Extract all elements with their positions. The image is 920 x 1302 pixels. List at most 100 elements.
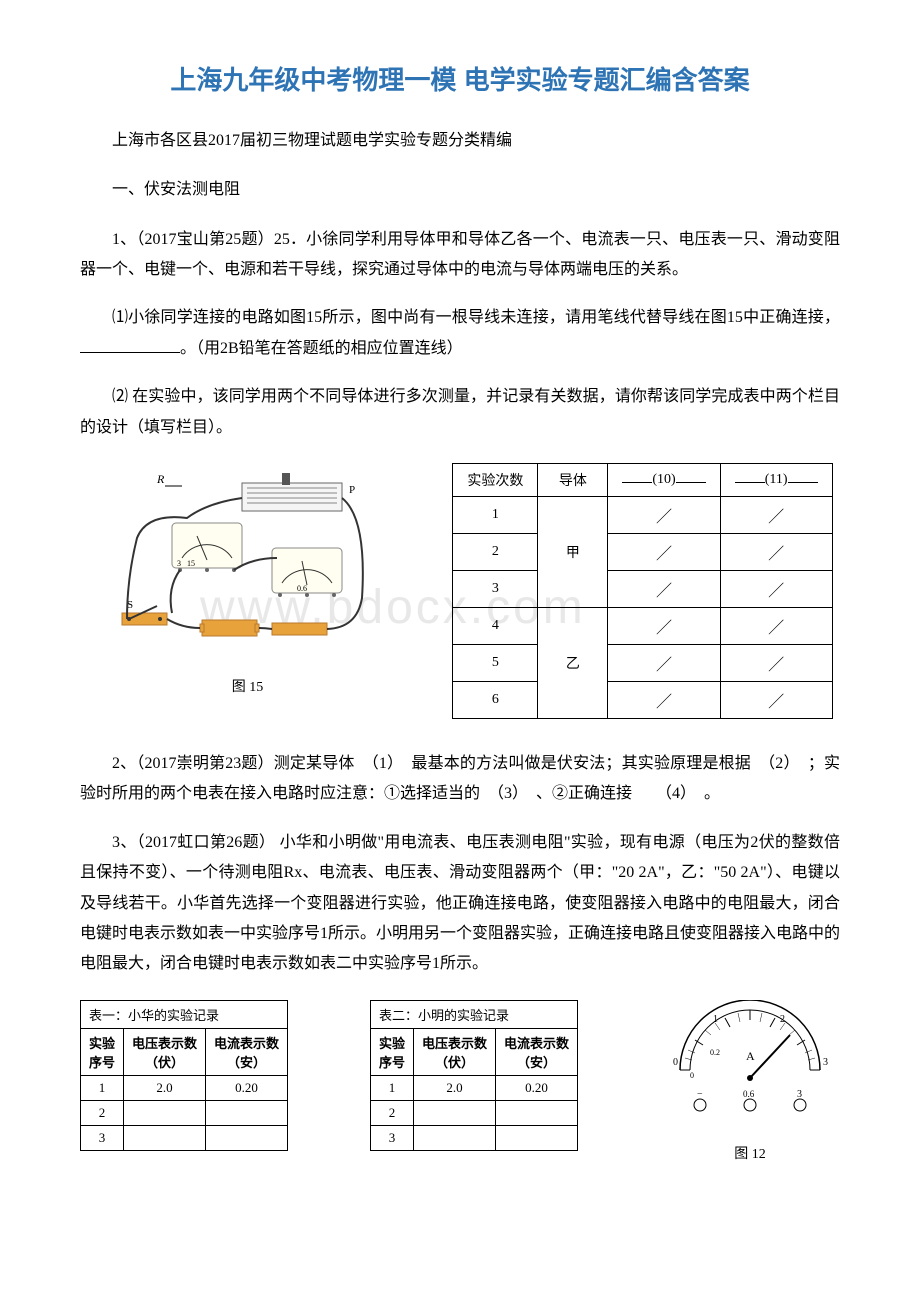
r-label: R [156, 472, 165, 486]
answer-blank [80, 337, 180, 353]
ammeter-unit: A [746, 1049, 755, 1063]
col-voltage: 电压表示数（伏） [414, 1028, 496, 1075]
cell-voltage [414, 1100, 496, 1125]
table-row: 1 2.0 0.20 [81, 1075, 288, 1100]
question-2: 2、（2017崇明第23题）测定某导体 （1） 最基本的方法叫做是伏安法；其实验… [80, 749, 840, 810]
question-1-intro: 1、（2017宝山第25题）25．小徐同学利用导体甲和导体乙各一个、电流表一只、… [80, 225, 840, 286]
question-1-sub2: ⑵ 在实验中，该同学用两个不同导体进行多次测量，并记录有关数据，请你帮该同学完成… [80, 382, 840, 443]
cell-num: 3 [81, 1125, 124, 1150]
header-col-2: 导体 [538, 463, 608, 496]
col-exp-num: 实验序号 [81, 1028, 124, 1075]
voltmeter [172, 523, 242, 568]
q1-sub1-suffix: 。（用2B铅笔在答题纸的相应位置连线） [180, 340, 463, 357]
ammeter-diagram-container: 0 1 2 3 0 0.2 A − 0.6 3 图 12 [660, 1000, 840, 1163]
cell-slash: ／ [608, 681, 720, 718]
terminal-06 [744, 1099, 756, 1111]
cell-num: 1 [371, 1075, 414, 1100]
table-row: 2 [371, 1100, 578, 1125]
col-voltage: 电压表示数（伏） [124, 1028, 206, 1075]
terminal-neg [694, 1099, 706, 1111]
q1-sub1-text: ⑴小徐同学连接的电路如图15所示，图中尚有一根导线未连接，请用笔线代替导线在图1… [112, 309, 840, 326]
header-col-3: (10) [608, 463, 720, 496]
header-col-4: (11) [720, 463, 832, 496]
cell-slash: ／ [608, 570, 720, 607]
cell-exp-num: 4 [453, 607, 538, 644]
terminal-3 [794, 1099, 806, 1111]
table-row: 2 ／ ／ [453, 533, 832, 570]
question-3: 3、（2017虹口第26题） 小华和小明做"用电流表、电压表测电阻"实验，现有电… [80, 828, 840, 980]
table-row: 3 ／ ／ [453, 570, 832, 607]
table-hua: 表一：小华的实验记录 实验序号 电压表示数（伏） 电流表示数（安） 1 2.0 … [80, 1000, 288, 1151]
table-header-row: 实验次数 导体 (10) (11) [453, 463, 832, 496]
cell-conductor-1: 甲 [538, 496, 608, 607]
circuit-diagram: P R 3 15 0.6 [87, 463, 407, 663]
ammeter [272, 548, 342, 593]
section-heading: 一、伏安法测电阻 [80, 176, 840, 205]
cell-voltage [124, 1100, 206, 1125]
tables-row: 表一：小华的实验记录 实验序号 电压表示数（伏） 电流表示数（安） 1 2.0 … [80, 1000, 840, 1163]
cell-slash: ／ [608, 496, 720, 533]
table-row: 1 2.0 0.20 [371, 1075, 578, 1100]
cell-slash: ／ [608, 533, 720, 570]
ammeter-needle [750, 1035, 790, 1078]
cell-slash: ／ [720, 607, 832, 644]
terminal-label-neg: − [697, 1089, 703, 1100]
table-header-row: 实验序号 电压表示数（伏） 电流表示数（安） [81, 1028, 288, 1075]
cell-num: 1 [81, 1075, 124, 1100]
cell-exp-num: 3 [453, 570, 538, 607]
ammeter-figure: 0 1 2 3 0 0.2 A − 0.6 3 [660, 1000, 840, 1130]
ammeter-scale: 0.6 [297, 584, 307, 593]
table-row: 5 ／ ／ [453, 644, 832, 681]
table-row: 3 [81, 1125, 288, 1150]
page-title: 上海九年级中考物理一模 电学实验专题汇编含答案 [80, 60, 840, 97]
figure-row-1: P R 3 15 0.6 [80, 463, 840, 719]
scale-1: 1 [713, 1014, 718, 1025]
cell-num: 2 [371, 1100, 414, 1125]
scale-2: 2 [780, 1014, 785, 1025]
subtitle: 上海市各区县2017届初三物理试题电学实验专题分类精编 [80, 127, 840, 156]
voltmeter-scale-3: 3 [177, 559, 181, 568]
table-row: 4 乙 ／ ／ [453, 607, 832, 644]
table-row: 2 [81, 1100, 288, 1125]
cell-slash: ／ [608, 644, 720, 681]
col-current: 电流表示数（安） [496, 1028, 578, 1075]
table-hua-title: 表一：小华的实验记录 [81, 1000, 288, 1028]
subscale-02: 0.2 [710, 1048, 720, 1057]
cell-current [206, 1125, 288, 1150]
table-row: 1 甲 ／ ／ [453, 496, 832, 533]
terminal-label-3: 3 [797, 1089, 802, 1100]
cell-current [496, 1100, 578, 1125]
question-1-sub1: ⑴小徐同学连接的电路如图15所示，图中尚有一根导线未连接，请用笔线代替导线在图1… [80, 303, 840, 364]
cell-voltage [124, 1125, 206, 1150]
cell-slash: ／ [720, 496, 832, 533]
col-current: 电流表示数（安） [206, 1028, 288, 1075]
header-col-1: 实验次数 [453, 463, 538, 496]
cell-exp-num: 2 [453, 533, 538, 570]
slider-handle [282, 473, 290, 485]
cell-slash: ／ [720, 681, 832, 718]
cell-current: 0.20 [496, 1075, 578, 1100]
cell-slash: ／ [720, 644, 832, 681]
cell-exp-num: 6 [453, 681, 538, 718]
p-label: P [349, 484, 355, 496]
cell-exp-num: 5 [453, 644, 538, 681]
cell-voltage [414, 1125, 496, 1150]
table-ming: 表二：小明的实验记录 实验序号 电压表示数（伏） 电流表示数（安） 1 2.0 … [370, 1000, 578, 1151]
cell-voltage: 2.0 [414, 1075, 496, 1100]
battery [202, 620, 257, 636]
cell-slash: ／ [720, 570, 832, 607]
header-col-4-label: (11) [765, 472, 788, 487]
table-header-row: 实验序号 电压表示数（伏） 电流表示数（安） [371, 1028, 578, 1075]
cell-current: 0.20 [206, 1075, 288, 1100]
table-row: 3 [371, 1125, 578, 1150]
table-ming-title: 表二：小明的实验记录 [371, 1000, 578, 1028]
terminal-label-06: 0.6 [743, 1089, 755, 1099]
cell-current [496, 1125, 578, 1150]
cell-voltage: 2.0 [124, 1075, 206, 1100]
scale-0: 0 [673, 1057, 678, 1068]
cell-num: 2 [81, 1100, 124, 1125]
cell-slash: ／ [608, 607, 720, 644]
experiment-data-table: 实验次数 导体 (10) (11) 1 甲 ／ ／ 2 ／ ／ 3 ／ ／ [452, 463, 832, 719]
subscale-0: 0 [690, 1071, 694, 1080]
cell-num: 3 [371, 1125, 414, 1150]
